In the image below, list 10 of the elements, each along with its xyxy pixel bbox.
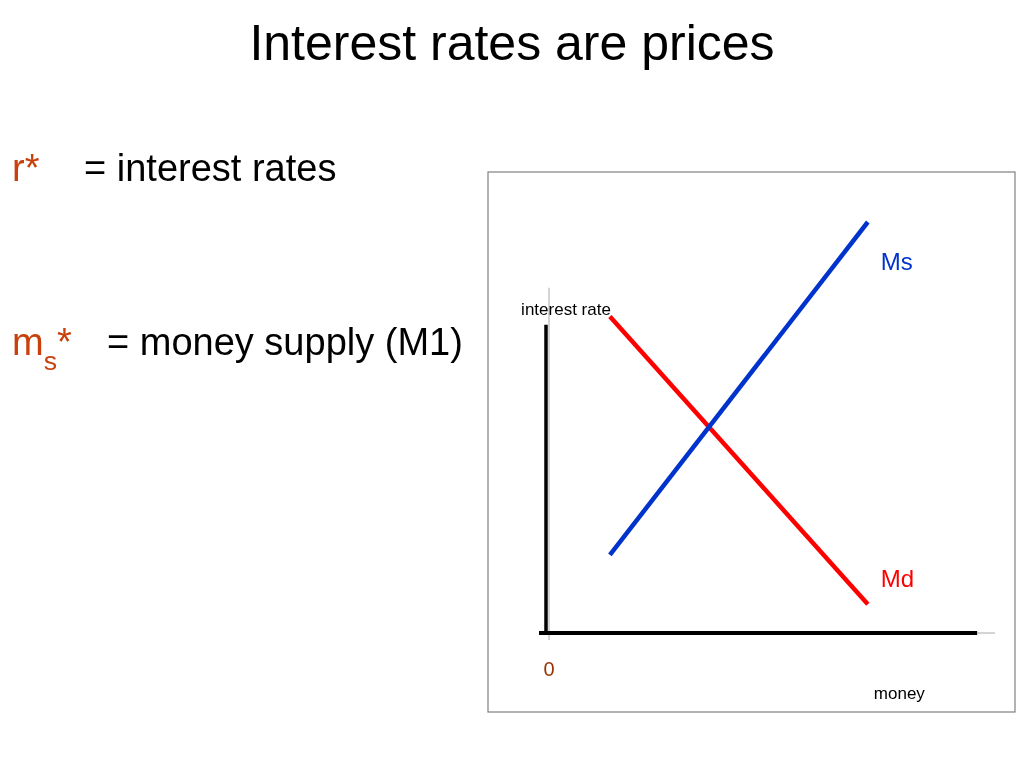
x-axis-title: money	[873, 684, 926, 703]
chart-title: Interest rates are prices	[249, 15, 775, 71]
text: 0	[543, 658, 555, 680]
text: = interest rates	[84, 147, 337, 189]
text: m$_{s}$*	[12, 321, 72, 376]
series-label: Ms	[880, 248, 913, 275]
y-axis-title: interest rate	[521, 300, 611, 319]
text: = money supply (M1)	[107, 321, 463, 363]
series-label: Md	[880, 565, 915, 593]
text: r*	[12, 147, 40, 189]
